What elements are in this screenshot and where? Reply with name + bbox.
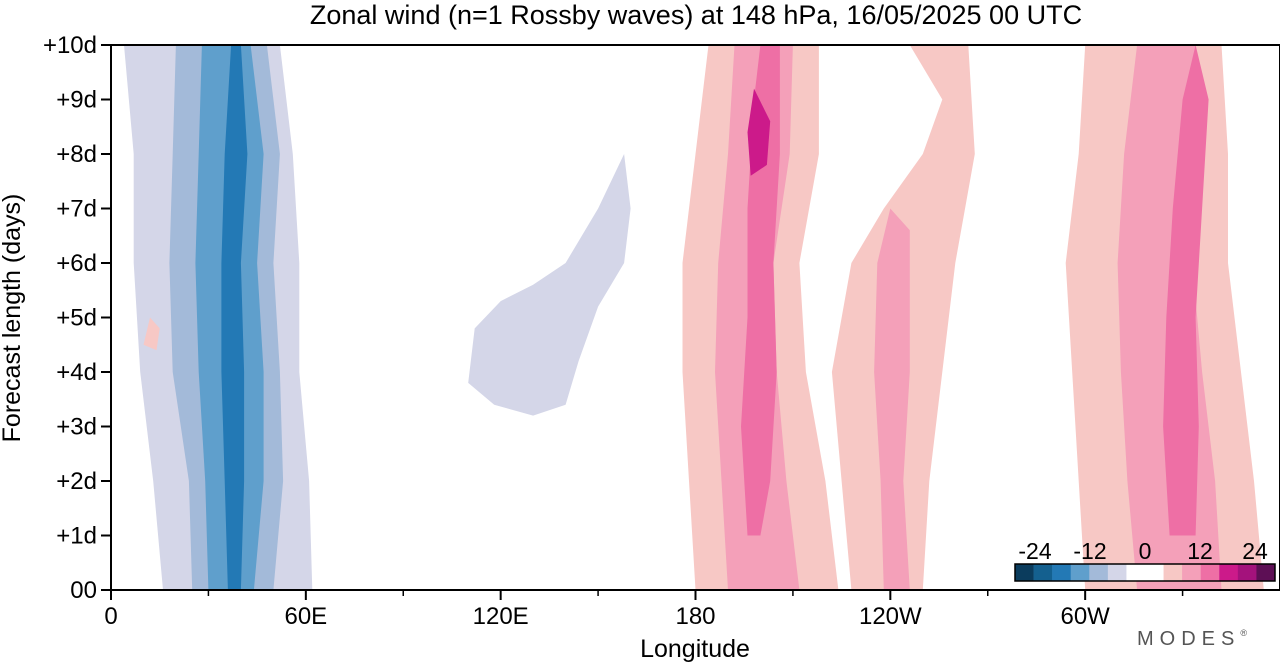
y-tick-label: +3d xyxy=(56,414,97,441)
colorbar-swatch xyxy=(1237,564,1257,581)
y-tick-label: +1d xyxy=(56,523,97,550)
y-tick-label: +2d xyxy=(56,468,97,495)
colorbar-swatch xyxy=(1145,564,1164,581)
contour-region-3 xyxy=(221,45,248,590)
x-tick-label: 180 xyxy=(675,603,715,630)
y-axis-title: Forecast length (days) xyxy=(0,194,26,443)
colorbar-label: 12 xyxy=(1187,538,1213,564)
y-tick-label: +4d xyxy=(56,359,97,386)
x-tick-label: 60E xyxy=(284,603,327,630)
x-tick-label: 120W xyxy=(859,603,922,630)
y-tick-label: +8d xyxy=(56,141,97,168)
colorbar-swatch xyxy=(1107,564,1127,581)
y-tick-label: +7d xyxy=(56,196,97,223)
contour-region-13 xyxy=(468,154,631,416)
x-tick-label: 120E xyxy=(473,603,529,630)
y-tick-label: 00 xyxy=(70,577,97,604)
contour-region-7 xyxy=(747,88,771,176)
colorbar-swatch xyxy=(1033,564,1053,581)
brand-name: MODES xyxy=(1137,628,1240,650)
colorbar-frame xyxy=(1014,563,1276,582)
brand-registered-mark: ® xyxy=(1240,628,1247,638)
axis-layer: 0 60E 120E 180 120W 60W 00 +1d +2d +3d +4d +5d +6d +7… xyxy=(43,32,1280,630)
chart-title: Zonal wind (n=1 Rossby waves) at 148 hPa… xyxy=(310,0,1082,30)
x-axis-title: Longitude xyxy=(640,635,750,663)
contour-layer xyxy=(124,45,1264,590)
colorbar-swatch xyxy=(1200,564,1220,581)
colorbar-swatch xyxy=(1256,564,1276,581)
y-tick-label: +6d xyxy=(56,250,97,277)
contour-region-14 xyxy=(143,317,160,351)
y-tick-label: +5d xyxy=(56,305,97,332)
contour-region-9 xyxy=(874,208,910,590)
colorbar-label: -12 xyxy=(1073,538,1106,564)
colorbar-swatch xyxy=(1219,564,1239,581)
colorbar-label: 24 xyxy=(1242,538,1268,564)
colorbar-swatch xyxy=(1182,564,1202,581)
colorbar-swatch xyxy=(1070,564,1090,581)
colorbar-swatch xyxy=(1089,564,1109,581)
colorbar-swatch xyxy=(1163,564,1183,581)
colorbar-label: -24 xyxy=(1018,538,1051,564)
colorbar: -24 -12 0 12 24 xyxy=(1014,538,1276,582)
y-tick-label: +10d xyxy=(43,32,97,59)
colorbar-swatch xyxy=(1126,564,1146,581)
contour-region-12 xyxy=(1163,45,1209,536)
x-tick-label: 60W xyxy=(1060,603,1110,630)
colorbar-swatch xyxy=(1015,564,1034,581)
x-tick-label: 0 xyxy=(104,603,117,630)
brand-logo: MODES® xyxy=(1137,628,1247,650)
colorbar-label: 0 xyxy=(1139,538,1152,564)
colorbar-swatch xyxy=(1052,564,1072,581)
y-tick-label: +9d xyxy=(56,87,97,114)
